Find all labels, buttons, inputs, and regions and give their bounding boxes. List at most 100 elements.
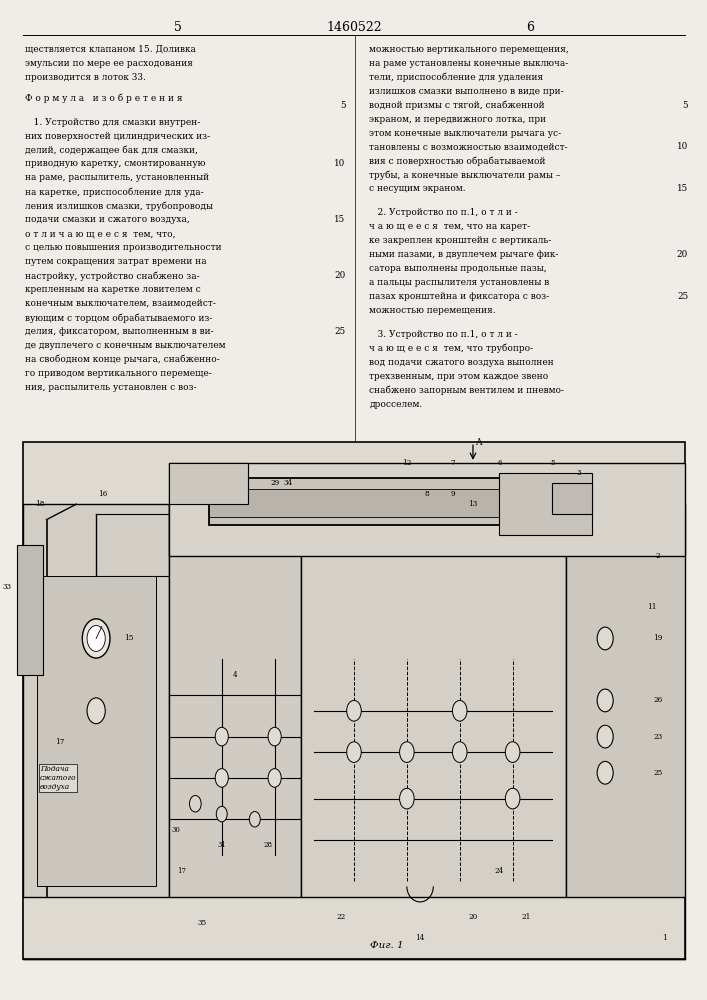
Text: 6: 6 xyxy=(526,21,534,34)
Bar xyxy=(499,473,592,535)
Circle shape xyxy=(82,619,110,658)
Text: вующим с торцом обрабатываемого из-: вующим с торцом обрабатываемого из- xyxy=(25,313,212,323)
Bar xyxy=(566,504,684,897)
Text: 13: 13 xyxy=(468,500,478,508)
Circle shape xyxy=(597,725,613,748)
Text: 14: 14 xyxy=(416,934,425,942)
Text: них поверхностей цилиндрических из-: них поверхностей цилиндрических из- xyxy=(25,132,210,141)
Text: крепленным на каретке ловителем с: крепленным на каретке ловителем с xyxy=(25,285,201,294)
Text: 6: 6 xyxy=(497,459,502,467)
Text: 4: 4 xyxy=(233,671,238,679)
Bar xyxy=(23,504,169,897)
Circle shape xyxy=(506,788,520,809)
Text: на раме установлены конечные выключа-: на раме установлены конечные выключа- xyxy=(370,59,568,68)
Text: приводную каретку, смонтированную: приводную каретку, смонтированную xyxy=(25,159,205,168)
Text: путем сокращения затрат времени на: путем сокращения затрат времени на xyxy=(25,257,206,266)
Circle shape xyxy=(216,806,227,822)
Bar xyxy=(209,489,579,517)
Text: 11: 11 xyxy=(647,603,656,611)
Text: 27: 27 xyxy=(217,479,226,487)
Text: 10: 10 xyxy=(334,159,346,168)
Text: ч а ю щ е е с я  тем, что трубопро-: ч а ю щ е е с я тем, что трубопро- xyxy=(370,344,534,353)
Text: производится в лоток 33.: производится в лоток 33. xyxy=(25,73,146,82)
Text: 34: 34 xyxy=(284,479,293,487)
Text: 10: 10 xyxy=(568,500,577,508)
Circle shape xyxy=(215,727,228,746)
Text: ч а ю щ е е с я  тем, что на карет-: ч а ю щ е е с я тем, что на карет- xyxy=(370,222,530,231)
Text: 9: 9 xyxy=(451,490,455,498)
Text: Фиг. 1: Фиг. 1 xyxy=(370,941,404,950)
Text: 25: 25 xyxy=(653,769,662,777)
Text: 1: 1 xyxy=(662,934,667,942)
Text: 28: 28 xyxy=(264,841,272,849)
Circle shape xyxy=(268,727,281,746)
Circle shape xyxy=(597,689,613,712)
Text: ния, распылитель установлен с воз-: ния, распылитель установлен с воз- xyxy=(25,383,197,392)
Text: ке закреплен кронштейн с вертикаль-: ке закреплен кронштейн с вертикаль- xyxy=(370,236,551,245)
Circle shape xyxy=(87,698,105,724)
Bar xyxy=(169,504,301,897)
Circle shape xyxy=(87,626,105,651)
Text: 29: 29 xyxy=(270,479,279,487)
Text: можностью перемещения.: можностью перемещения. xyxy=(370,306,496,315)
Text: подачи смазки и сжатого воздуха,: подачи смазки и сжатого воздуха, xyxy=(25,215,189,224)
Text: на свободном конце рычага, снабженно-: на свободном конце рычага, снабженно- xyxy=(25,355,220,364)
Circle shape xyxy=(506,742,520,762)
Text: 35: 35 xyxy=(197,919,206,927)
Text: 1. Устройство для смазки внутрен-: 1. Устройство для смазки внутрен- xyxy=(25,118,200,127)
Text: 20: 20 xyxy=(677,250,688,259)
Circle shape xyxy=(399,788,414,809)
Text: 23: 23 xyxy=(653,733,662,741)
Text: 15: 15 xyxy=(677,184,688,193)
Circle shape xyxy=(597,627,613,650)
Text: водной призмы с тягой, снабженной: водной призмы с тягой, снабженной xyxy=(370,101,545,110)
Text: тели, приспособление для удаления: тели, приспособление для удаления xyxy=(370,73,544,82)
Text: 2: 2 xyxy=(656,552,660,560)
Text: пазах кронштейна и фиксатора с воз-: пазах кронштейна и фиксатора с воз- xyxy=(370,292,549,301)
Circle shape xyxy=(346,742,361,762)
Text: Ф о р м у л а   и з о б р е т е н и я: Ф о р м у л а и з о б р е т е н и я xyxy=(25,94,182,103)
Text: 5: 5 xyxy=(174,21,182,34)
Text: 20: 20 xyxy=(468,913,478,921)
Text: Подача
сжатого
воздуха: Подача сжатого воздуха xyxy=(40,765,76,791)
Text: 3: 3 xyxy=(576,469,581,477)
Text: 17: 17 xyxy=(177,867,187,875)
Bar xyxy=(552,483,592,514)
Text: ществляется клапаном 15. Доливка: ществляется клапаном 15. Доливка xyxy=(25,45,196,54)
Bar xyxy=(301,504,566,897)
Text: 21: 21 xyxy=(521,913,530,921)
Text: можностью вертикального перемещения,: можностью вертикального перемещения, xyxy=(370,45,569,54)
Bar xyxy=(37,576,156,886)
Bar xyxy=(23,442,684,959)
Text: 1460522: 1460522 xyxy=(326,21,382,34)
Circle shape xyxy=(215,769,228,787)
Text: сатора выполнены продольные пазы,: сатора выполнены продольные пазы, xyxy=(370,264,547,273)
Text: 25: 25 xyxy=(677,292,688,301)
Text: де двуплечего с конечным выключателем: де двуплечего с конечным выключателем xyxy=(25,341,226,350)
Circle shape xyxy=(597,761,613,784)
Text: 5: 5 xyxy=(340,101,346,110)
Text: излишков смазки выполнено в виде при-: излишков смазки выполнено в виде при- xyxy=(370,87,564,96)
Text: эмульсии по мере ее расходования: эмульсии по мере ее расходования xyxy=(25,59,193,68)
Text: 16: 16 xyxy=(98,490,107,498)
Text: 7: 7 xyxy=(451,459,455,467)
Bar xyxy=(169,463,684,556)
Bar xyxy=(23,897,684,959)
Text: трехзвенным, при этом каждое звено: трехзвенным, при этом каждое звено xyxy=(370,372,549,381)
Text: дросселем.: дросселем. xyxy=(370,400,423,409)
Bar xyxy=(209,478,579,525)
Text: на раме, распылитель, установленный: на раме, распылитель, установленный xyxy=(25,173,209,182)
Text: 22: 22 xyxy=(336,913,346,921)
Text: 31: 31 xyxy=(217,841,226,849)
Text: 26: 26 xyxy=(653,696,662,704)
Bar xyxy=(17,545,43,675)
Text: ления излишков смазки, трубопроводы: ления излишков смазки, трубопроводы xyxy=(25,201,213,211)
Text: трубы, а конечные выключатели рамы –: трубы, а конечные выключатели рамы – xyxy=(370,170,561,180)
Text: а пальцы распылителя установлены в: а пальцы распылителя установлены в xyxy=(370,278,549,287)
Text: 3. Устройство по п.1, о т л и -: 3. Устройство по п.1, о т л и - xyxy=(370,330,518,339)
Text: этом конечные выключатели рычага ус-: этом конечные выключатели рычага ус- xyxy=(370,129,561,138)
Text: 33: 33 xyxy=(2,583,11,591)
Text: 17: 17 xyxy=(55,738,64,746)
Bar xyxy=(169,463,248,504)
Circle shape xyxy=(452,700,467,721)
